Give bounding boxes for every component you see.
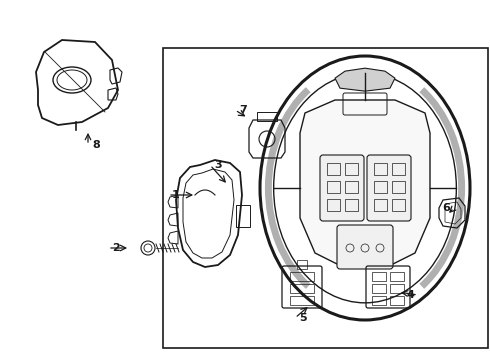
Bar xyxy=(345,181,358,193)
Bar xyxy=(290,284,314,293)
Bar xyxy=(392,163,405,175)
Bar xyxy=(390,284,404,293)
FancyBboxPatch shape xyxy=(337,225,393,269)
FancyBboxPatch shape xyxy=(320,155,364,221)
Bar xyxy=(374,199,387,211)
Bar xyxy=(290,296,314,305)
Bar xyxy=(345,163,358,175)
FancyBboxPatch shape xyxy=(367,155,411,221)
Polygon shape xyxy=(300,100,430,268)
Bar xyxy=(390,296,404,305)
Text: 5: 5 xyxy=(299,313,307,323)
Bar xyxy=(372,272,386,281)
Text: 7: 7 xyxy=(239,105,247,115)
Text: 3: 3 xyxy=(214,160,222,170)
Polygon shape xyxy=(335,68,395,91)
Bar xyxy=(374,181,387,193)
Bar xyxy=(345,199,358,211)
Bar xyxy=(372,284,386,293)
Bar xyxy=(327,181,340,193)
Text: 2: 2 xyxy=(112,243,120,253)
Text: 1: 1 xyxy=(172,190,180,200)
Bar xyxy=(257,112,277,121)
Bar xyxy=(372,296,386,305)
Bar xyxy=(392,181,405,193)
Text: 4: 4 xyxy=(406,290,414,300)
Bar xyxy=(390,272,404,281)
Bar xyxy=(327,199,340,211)
Bar xyxy=(290,272,314,281)
Bar xyxy=(374,163,387,175)
Bar xyxy=(392,199,405,211)
Bar xyxy=(236,205,250,227)
Bar xyxy=(163,48,488,348)
Text: 6: 6 xyxy=(442,203,450,213)
Bar xyxy=(327,163,340,175)
Text: 8: 8 xyxy=(92,140,100,150)
Bar xyxy=(297,260,307,269)
